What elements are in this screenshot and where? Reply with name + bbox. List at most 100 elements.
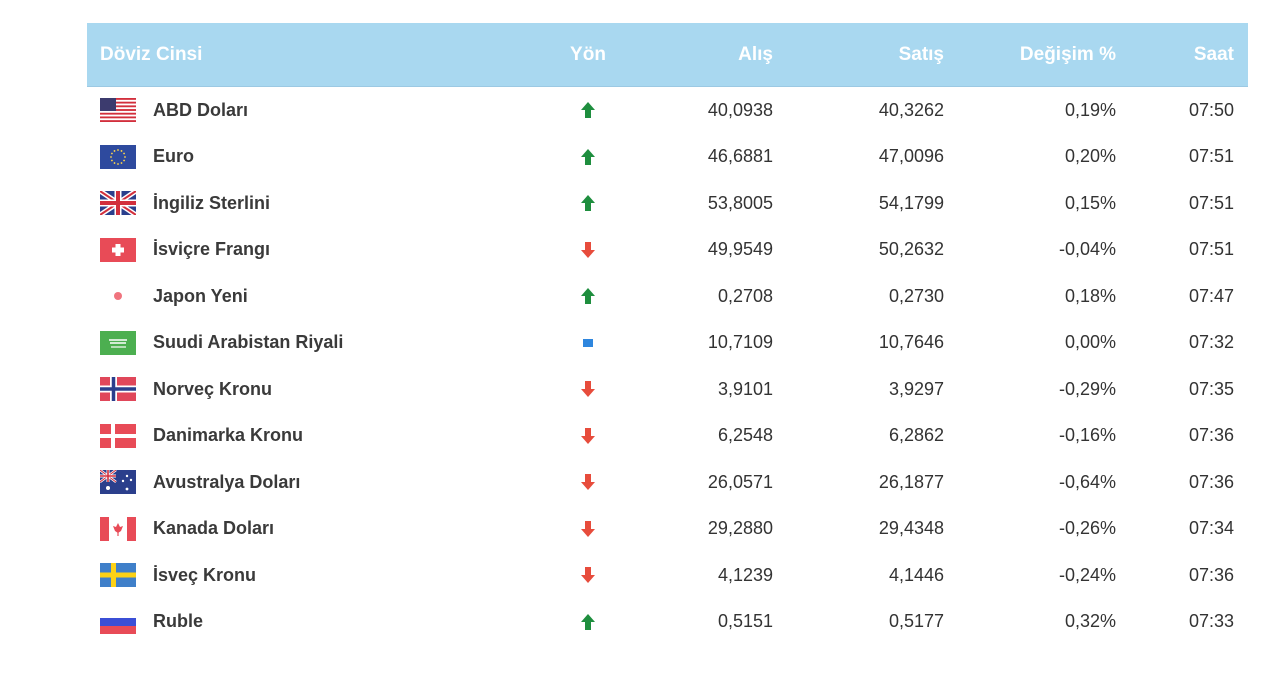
- buy-price: 53,8005: [707, 192, 773, 213]
- arrow-down-icon: [580, 241, 596, 259]
- direction-cell: [537, 427, 639, 445]
- table-row[interactable]: Euro 46,6881 47,0096 0,20% 07:51: [87, 134, 1248, 181]
- header-buy[interactable]: Alış: [738, 43, 773, 65]
- square-icon: [580, 334, 596, 352]
- buy-price: 3,9101: [717, 378, 773, 399]
- arrow-up-icon: [580, 148, 596, 166]
- sell-price: 40,3262: [878, 99, 944, 120]
- sell-price: 47,0096: [878, 146, 944, 167]
- currency-cell: İsveç Kronu: [87, 563, 537, 588]
- table-row[interactable]: Danimarka Kronu 6,2548 6,2862 -0,16% 07:36: [87, 413, 1248, 460]
- change-percent: 0,15%: [1064, 192, 1116, 213]
- change-percent: 0,32%: [1064, 611, 1116, 632]
- currency-name: İsveç Kronu: [153, 564, 257, 585]
- direction-cell: [537, 566, 639, 584]
- buy-price: 4,1239: [717, 564, 773, 585]
- sell-price: 0,5177: [888, 611, 944, 632]
- table-row[interactable]: İngiliz Sterlini 53,8005 54,1799 0,15% 07:51: [87, 180, 1248, 227]
- currency-name: ABD Doları: [153, 99, 249, 120]
- table-row[interactable]: İsveç Kronu 4,1239 4,1446 -0,24% 07:36: [87, 552, 1248, 599]
- direction-cell: [537, 194, 639, 212]
- buy-price: 10,7109: [707, 332, 773, 353]
- update-time: 07:36: [1188, 564, 1234, 585]
- change-percent: 0,18%: [1064, 285, 1116, 306]
- table-row[interactable]: Norveç Kronu 3,9101 3,9297 -0,29% 07:35: [87, 366, 1248, 413]
- table-header: Döviz Cinsi Yön Alış Satış Değişim % Saa…: [87, 23, 1248, 87]
- header-direction[interactable]: Yön: [570, 43, 606, 65]
- ca-flag-icon: [100, 516, 136, 541]
- arrow-down-icon: [580, 380, 596, 398]
- header-time[interactable]: Saat: [1193, 43, 1234, 65]
- se-flag-icon: [100, 563, 136, 588]
- table-row[interactable]: Ruble 0,5151 0,5177 0,32% 07:33: [87, 599, 1248, 646]
- currency-cell: İngiliz Sterlini: [87, 191, 537, 216]
- jp-flag-icon: [100, 284, 136, 309]
- change-percent: 0,19%: [1064, 99, 1116, 120]
- arrow-down-icon: [580, 473, 596, 491]
- table-row[interactable]: Kanada Doları 29,2880 29,4348 -0,26% 07:34: [87, 506, 1248, 553]
- currency-cell: ABD Doları: [87, 98, 537, 123]
- currency-name: İngiliz Sterlini: [153, 192, 271, 213]
- sell-price: 29,4348: [878, 518, 944, 539]
- buy-price: 46,6881: [707, 146, 773, 167]
- direction-cell: [537, 520, 639, 538]
- table-body: ABD Doları 40,0938 40,3262 0,19% 07:50 Euro 46…: [87, 87, 1248, 645]
- table-row[interactable]: İsviçre Frangı 49,9549 50,2632 -0,04% 07:51: [87, 227, 1248, 274]
- update-time: 07:51: [1188, 146, 1234, 167]
- eu-flag-icon: [100, 144, 136, 169]
- direction-cell: [537, 287, 639, 305]
- currency-cell: Kanada Doları: [87, 516, 537, 541]
- arrow-down-icon: [580, 566, 596, 584]
- currency-cell: Danimarka Kronu: [87, 423, 537, 448]
- currency-name: Danimarka Kronu: [153, 425, 304, 446]
- sell-price: 3,9297: [888, 378, 944, 399]
- header-currency[interactable]: Döviz Cinsi: [100, 43, 203, 65]
- change-percent: -0,24%: [1058, 564, 1116, 585]
- currency-name: İsviçre Frangı: [153, 239, 271, 260]
- currency-name: Euro: [153, 146, 195, 167]
- arrow-up-icon: [580, 101, 596, 119]
- currency-cell: Japon Yeni: [87, 284, 537, 309]
- buy-price: 40,0938: [707, 99, 773, 120]
- uk-flag-icon: [100, 191, 136, 216]
- table-row[interactable]: ABD Doları 40,0938 40,3262 0,19% 07:50: [87, 87, 1248, 134]
- arrow-up-icon: [580, 287, 596, 305]
- direction-cell: [537, 473, 639, 491]
- sell-price: 54,1799: [878, 192, 944, 213]
- arrow-down-icon: [580, 427, 596, 445]
- header-change[interactable]: Değişim %: [1019, 43, 1116, 65]
- currency-cell: Euro: [87, 144, 537, 169]
- arrow-up-icon: [580, 613, 596, 631]
- buy-price: 6,2548: [717, 425, 773, 446]
- table-row[interactable]: Avustralya Doları 26,0571 26,1877 -0,64% 07:…: [87, 459, 1248, 506]
- change-percent: -0,16%: [1058, 425, 1116, 446]
- currency-cell: Norveç Kronu: [87, 377, 537, 402]
- update-time: 07:32: [1188, 332, 1234, 353]
- currency-table: Döviz Cinsi Yön Alış Satış Değişim % Saa…: [87, 23, 1248, 645]
- buy-price: 29,2880: [707, 518, 773, 539]
- header-sell[interactable]: Satış: [898, 43, 944, 65]
- update-time: 07:50: [1188, 99, 1234, 120]
- table-row[interactable]: Suudi Arabistan Riyali 10,7109 10,7646 0,00…: [87, 320, 1248, 367]
- update-time: 07:51: [1188, 192, 1234, 213]
- currency-cell: Ruble: [87, 609, 537, 634]
- change-percent: -0,04%: [1058, 239, 1116, 260]
- us-flag-icon: [100, 98, 136, 123]
- update-time: 07:35: [1188, 378, 1234, 399]
- currency-name: Avustralya Doları: [153, 471, 301, 492]
- sa-flag-icon: [100, 330, 136, 355]
- dk-flag-icon: [100, 423, 136, 448]
- change-percent: -0,29%: [1058, 378, 1116, 399]
- arrow-down-icon: [580, 520, 596, 538]
- currency-name: Japon Yeni: [153, 285, 248, 306]
- change-percent: 0,20%: [1064, 146, 1116, 167]
- update-time: 07:36: [1188, 425, 1234, 446]
- direction-cell: [537, 148, 639, 166]
- currency-name: Suudi Arabistan Riyali: [153, 332, 344, 353]
- currency-name: Kanada Doları: [153, 518, 275, 539]
- direction-cell: [537, 241, 639, 259]
- update-time: 07:34: [1188, 518, 1234, 539]
- currency-cell: Suudi Arabistan Riyali: [87, 330, 537, 355]
- table-row[interactable]: Japon Yeni 0,2708 0,2730 0,18% 07:47: [87, 273, 1248, 320]
- buy-price: 49,9549: [707, 239, 773, 260]
